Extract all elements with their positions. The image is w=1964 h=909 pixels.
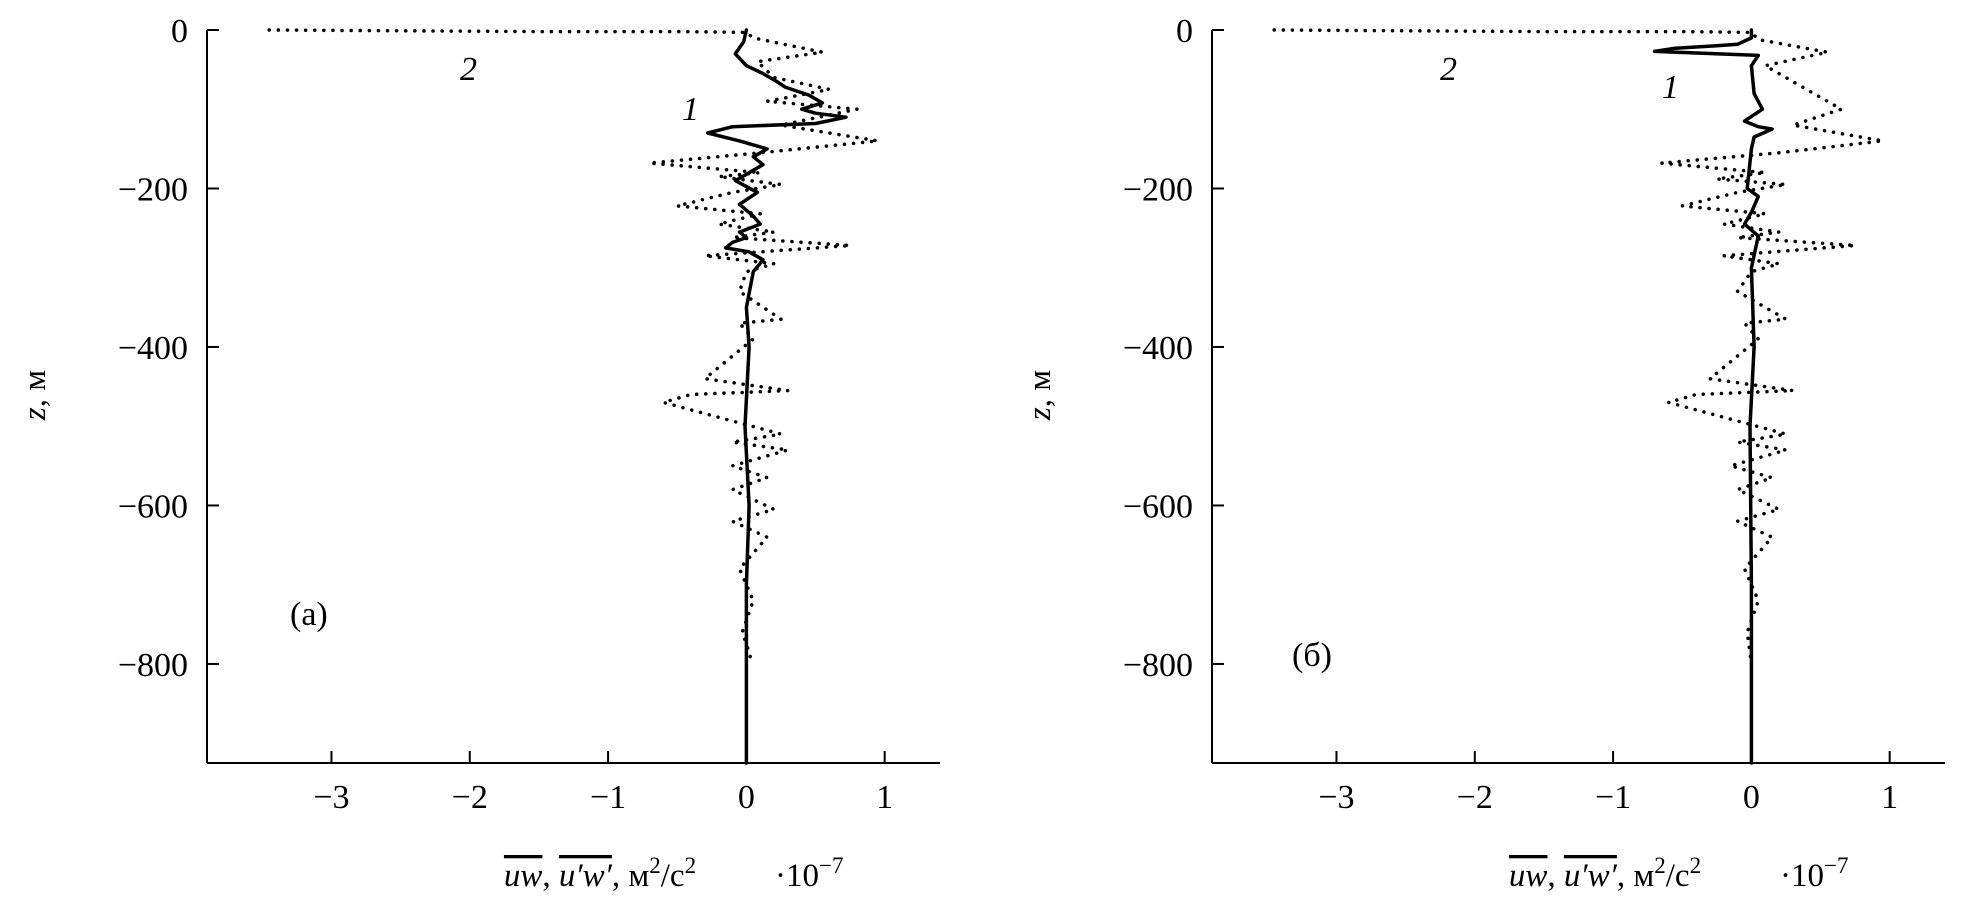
y-axis-label: z, м xyxy=(1022,370,1058,421)
series-1-line xyxy=(1652,28,1774,765)
chart-panel: 0 −200 −400 −600 −800 −3 −2 −1 0 1 z, м uw, u′w′, м… xyxy=(1022,13,1945,894)
x-scale-factor: ·10−7 xyxy=(1780,853,1848,894)
x-tick-label: 0 xyxy=(1743,779,1760,816)
y-tick-label: −200 xyxy=(1123,171,1193,208)
curve-2-label: 2 xyxy=(1440,51,1457,88)
series-2-line xyxy=(267,28,880,666)
panel-label: (а) xyxy=(290,596,328,633)
x-tick-label: 1 xyxy=(876,779,893,816)
y-tick-label: −400 xyxy=(118,330,188,367)
x-tick-label: −1 xyxy=(1595,779,1631,816)
y-tick-label: −800 xyxy=(118,647,188,684)
x-tick-label: −2 xyxy=(1457,779,1493,816)
x-scale-factor: ·10−7 xyxy=(775,853,843,894)
x-tick-label: 1 xyxy=(1881,779,1898,816)
x-tick-label: −1 xyxy=(590,779,626,816)
x-axis-label: uw, u′w′, м2/с2 xyxy=(1509,853,1701,894)
series-1-line xyxy=(705,28,848,765)
curve-1-label: 1 xyxy=(682,91,699,128)
x-axis-label: uw, u′w′, м2/с2 xyxy=(504,853,696,894)
y-tick-label: −800 xyxy=(1123,647,1193,684)
y-tick-label: −600 xyxy=(1123,488,1193,525)
x-tick-label: 0 xyxy=(738,779,755,816)
x-tick-label: −2 xyxy=(452,779,488,816)
panel-label: (б) xyxy=(1292,637,1332,674)
curve-2-label: 2 xyxy=(460,51,477,88)
y-tick-label: 0 xyxy=(1176,13,1193,50)
chart-panel: 0 −200 −400 −600 −800 −3 −2 −1 0 1 z, м uw, u′w′, м… xyxy=(17,13,940,894)
x-tick-label: −3 xyxy=(1318,779,1354,816)
y-axis-label: z, м xyxy=(17,370,53,421)
x-tick-label: −3 xyxy=(313,779,349,816)
y-tick-label: 0 xyxy=(171,13,188,50)
curve-1-label: 1 xyxy=(1662,69,1679,106)
y-tick-label: −200 xyxy=(118,171,188,208)
series-2-line xyxy=(1272,28,1885,666)
y-tick-label: −400 xyxy=(1123,330,1193,367)
y-tick-label: −600 xyxy=(118,488,188,525)
